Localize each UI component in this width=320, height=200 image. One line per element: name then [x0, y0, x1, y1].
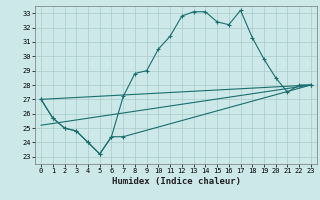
- X-axis label: Humidex (Indice chaleur): Humidex (Indice chaleur): [111, 177, 241, 186]
